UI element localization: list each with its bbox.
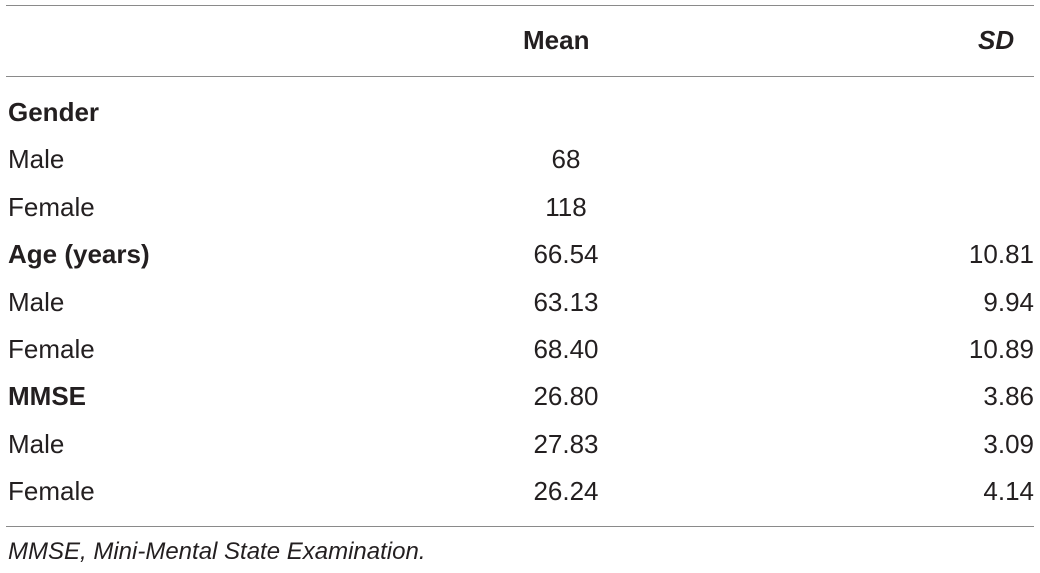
row-label: Female [8, 334, 95, 364]
sd-value: 10.89 [968, 334, 1034, 364]
row-label: Male [8, 286, 65, 317]
table-section-row: Age (years) 66.54 10.81 [6, 234, 1034, 274]
column-header-mean: Mean [523, 25, 590, 55]
table-row: Female 26.24 4.14 [6, 471, 1034, 511]
mean-value: 26.24 [533, 476, 599, 507]
row-label: Female [8, 476, 95, 507]
row-label: Female [8, 191, 95, 222]
section-label: MMSE [8, 381, 86, 412]
table-row: Male 27.83 3.09 [6, 424, 1034, 464]
demographics-table: Mean SD Gender Male 68 Female 118 Age (years)… [6, 0, 1040, 573]
mean-value: 27.83 [533, 428, 599, 459]
sd-value: 4.14 [983, 476, 1034, 507]
mean-value: 118 [545, 191, 587, 222]
mean-value: 63.13 [533, 286, 599, 317]
mean-value: 26.80 [533, 381, 599, 412]
table-row: Male 68 [6, 139, 1034, 179]
table-top-rule [6, 5, 1034, 6]
table-section-row: Gender [6, 92, 1034, 132]
mean-value: 68.40 [533, 334, 599, 364]
sd-value: 10.81 [968, 239, 1034, 270]
section-label: Age (years) [8, 239, 150, 270]
sd-value: 9.94 [983, 286, 1034, 317]
sd-value: 3.09 [983, 428, 1034, 459]
mean-value: 68 [551, 144, 581, 175]
table-bottom-rule [6, 526, 1034, 527]
row-label: Male [8, 144, 65, 175]
row-label: Male [8, 428, 65, 459]
table-row: Female 118 [6, 187, 1034, 227]
table-header-rule [6, 76, 1034, 77]
section-label: Gender [8, 97, 100, 127]
column-header-sd: SD [978, 25, 1015, 55]
mean-value: 66.54 [533, 239, 599, 270]
table-section-row: MMSE 26.80 3.86 [6, 376, 1034, 416]
table-row: Female 68.40 10.89 [6, 329, 1034, 369]
table-row: Male 63.13 9.94 [6, 282, 1034, 322]
sd-value: 3.86 [983, 381, 1034, 412]
table-footnote: MMSE, Mini-Mental State Examination. [8, 538, 426, 565]
